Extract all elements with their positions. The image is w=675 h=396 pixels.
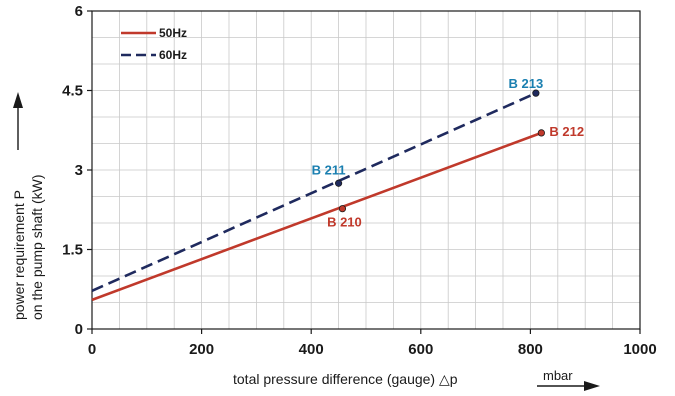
y-axis-label-line2: on the pump shaft (kW)	[29, 174, 45, 320]
point-label-b-212: B 212	[549, 124, 584, 139]
x-tick-label: 200	[189, 341, 214, 358]
legend-label-60hz: 60Hz	[159, 48, 187, 62]
y-tick-label: 6	[75, 3, 83, 20]
series-line-50hz	[91, 131, 542, 302]
y-tick-label: 4.5	[62, 83, 83, 100]
data-point-b-213	[532, 89, 540, 97]
x-tick-label: 400	[299, 341, 324, 358]
series-layer: B 210 B 212 B 211 B 213	[91, 76, 584, 302]
y-axis-label-line1: power requirement P	[11, 190, 27, 320]
x-tick-label: 800	[518, 341, 543, 358]
y-axis-ticks: 0 1.5 3 4.5 6	[62, 3, 92, 338]
point-label-b-213: B 213	[509, 76, 544, 91]
y-tick-label: 3	[75, 162, 83, 179]
x-axis-ticks: 0 200 400 600 800 1000	[88, 329, 657, 358]
data-point-b-211	[334, 179, 343, 187]
legend: 50Hz 60Hz	[121, 26, 187, 62]
legend-label-50hz: 50Hz	[159, 26, 187, 40]
x-tick-label: 0	[88, 341, 96, 358]
y-axis-arrow	[13, 92, 23, 150]
data-point-b-210	[338, 205, 347, 213]
y-tick-label: 0	[75, 321, 83, 338]
x-tick-label: 600	[408, 341, 433, 358]
x-tick-label: 1000	[623, 341, 656, 358]
data-point-b-212	[537, 129, 545, 137]
y-tick-label: 1.5	[62, 242, 83, 259]
x-axis-arrow	[537, 381, 600, 391]
point-label-b-210: B 210	[327, 215, 362, 230]
x-axis-label: total pressure difference (gauge) △p	[233, 371, 458, 387]
point-label-b-211: B 211	[312, 162, 346, 177]
x-axis-unit: mbar	[543, 368, 573, 383]
series-line-60hz	[91, 91, 537, 293]
